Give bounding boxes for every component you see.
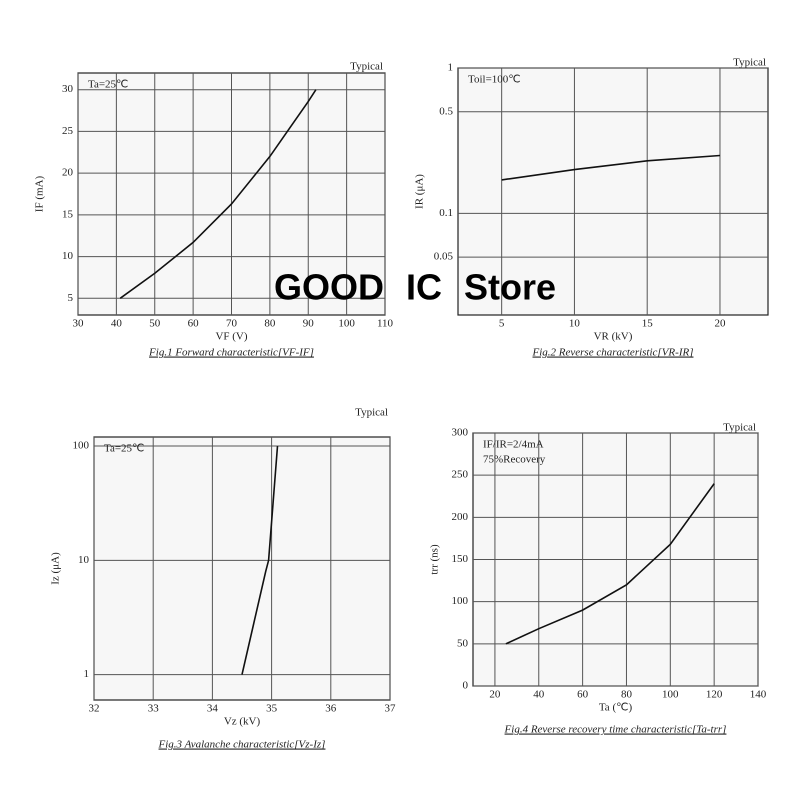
y-tick-label: 15: [62, 208, 74, 220]
y-tick-label: 150: [452, 553, 469, 565]
x-tick-label: 5: [499, 318, 505, 330]
x-tick-label: 33: [148, 703, 160, 715]
x-tick-label: 36: [325, 703, 337, 715]
curve: [501, 154, 721, 181]
y-tick-label: 10: [62, 250, 74, 262]
watermark: GOOD IC Store: [274, 267, 556, 308]
note: Typical: [355, 407, 388, 419]
y-tick-label: 100: [73, 440, 90, 452]
x-tick-label: 90: [303, 318, 315, 330]
x-tick-label: 60: [577, 689, 589, 701]
note: Typical: [723, 422, 756, 434]
y-tick-label: 20: [62, 167, 74, 179]
plot-area: [457, 67, 769, 316]
x-tick-label: 15: [642, 318, 654, 330]
y-tick-label: 50: [457, 637, 469, 649]
annotation: Toil=100℃: [468, 74, 521, 86]
x-axis-label: VF (V): [215, 331, 247, 343]
plot-area: [93, 436, 391, 701]
x-axis-label: Vz (kV): [224, 716, 261, 728]
x-tick-label: 100: [662, 689, 679, 701]
y-tick-label: 30: [62, 83, 74, 95]
x-tick-label: 100: [338, 318, 355, 330]
y-axis-label: trr (ns): [429, 544, 441, 575]
y-axis-label: IF (mA): [34, 175, 46, 212]
x-axis-label: VR (kV): [594, 331, 633, 343]
note: Typical: [350, 61, 383, 73]
chart-title: Fig.1 Forward characteristic[VF-IF]: [148, 347, 314, 359]
x-tick-label: 40: [111, 318, 123, 330]
y-axis-label: IR (μA): [414, 174, 426, 209]
y-axis-label: Iz (μA): [50, 552, 62, 585]
x-tick-label: 60: [188, 318, 200, 330]
x-tick-label: 80: [621, 689, 633, 701]
y-tick-label: 1: [84, 668, 90, 680]
annotation: IF/IR=2/4mA: [483, 439, 544, 451]
chart-title: Fig.4 Reverse recovery time characterist…: [504, 724, 727, 736]
y-tick-label: 10: [78, 554, 90, 566]
chart-title: Fig.3 Avalanche characteristic[Vz-Iz]: [158, 739, 326, 751]
annotation: Ta=25℃: [88, 79, 128, 91]
y-tick-label: 0: [463, 680, 469, 692]
annotation: 75%Recovery: [483, 454, 546, 466]
x-tick-label: 140: [750, 689, 767, 701]
y-tick-label: 100: [452, 595, 469, 607]
x-tick-label: 70: [226, 318, 238, 330]
y-tick-label: 5: [68, 292, 74, 304]
x-tick-label: 20: [489, 689, 501, 701]
annotation: Ta=25℃: [104, 443, 144, 455]
y-tick-label: 300: [452, 427, 469, 439]
x-tick-label: 80: [264, 318, 276, 330]
y-tick-label: 0.5: [439, 105, 453, 117]
x-tick-label: 30: [73, 318, 85, 330]
y-tick-label: 250: [452, 469, 469, 481]
chart-title: Fig.2 Reverse characteristic[VR-IR]: [532, 347, 694, 359]
x-tick-label: 37: [385, 703, 397, 715]
curve: [241, 446, 279, 675]
x-tick-label: 32: [89, 703, 100, 715]
x-axis-label: Ta (℃): [599, 702, 633, 714]
x-tick-label: 120: [706, 689, 723, 701]
y-tick-label: 200: [452, 511, 469, 523]
x-tick-label: 20: [714, 318, 726, 330]
y-tick-label: 1: [448, 62, 454, 74]
y-tick-label: 0.1: [439, 207, 453, 219]
x-tick-label: 10: [569, 318, 581, 330]
curve: [505, 483, 715, 645]
y-tick-label: 0.05: [434, 251, 454, 263]
note: Typical: [733, 57, 766, 69]
x-tick-label: 110: [377, 318, 394, 330]
curve: [119, 89, 317, 299]
x-tick-label: 50: [149, 318, 161, 330]
x-tick-label: 34: [207, 703, 219, 715]
x-tick-label: 40: [533, 689, 545, 701]
y-tick-label: 25: [62, 125, 74, 137]
x-tick-label: 35: [266, 703, 278, 715]
